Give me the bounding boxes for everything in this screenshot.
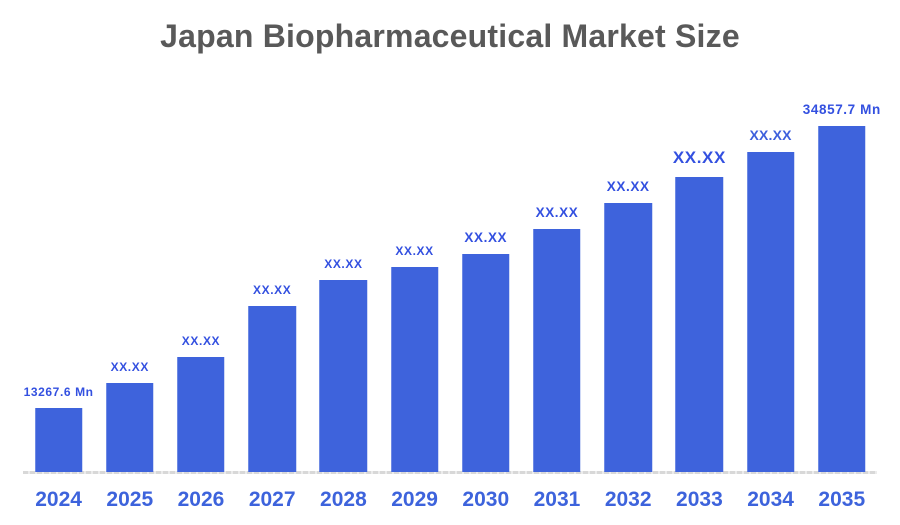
bar-2029 [390, 267, 439, 472]
chart-title: Japan Biopharmaceutical Market Size [160, 18, 740, 54]
x-axis-label-2033: 2033 [676, 488, 723, 511]
bar-2032 [604, 203, 652, 472]
bar-2024 [34, 408, 83, 472]
bar-value-label-2027: XX.XX [253, 283, 292, 297]
bar-column-2031: XX.XX 2031 [521, 90, 592, 511]
x-axis-label-2034: 2034 [747, 488, 794, 511]
bar-column-2035: 34857.7 Mn 2035 [803, 90, 880, 511]
bar-2027 [248, 306, 296, 472]
x-axis-label-2035: 2035 [818, 488, 866, 511]
x-axis-label-2030: 2030 [462, 488, 510, 511]
x-axis-label-2028: 2028 [320, 488, 367, 511]
bar-2026 [177, 357, 225, 472]
bar-2035 [818, 126, 866, 472]
bar-2028 [319, 280, 368, 472]
bar-chart-plot: 13267.6 Mn 2024 XX.XX 2025 XX.XX 2026 XX.XX 202… [23, 90, 880, 511]
x-axis-label-2027: 2027 [248, 488, 296, 511]
bar-value-label-2033: XX.XX [672, 148, 726, 167]
bar-column-2030: XX.XX 2030 [450, 90, 521, 511]
bar-column-2026: XX.XX 2026 [165, 90, 236, 511]
bar-value-label-2035: 34857.7 Mn [802, 102, 881, 117]
bar-2031 [533, 229, 581, 472]
x-axis-line [23, 471, 877, 474]
bar-column-2025: XX.XX 2025 [94, 90, 165, 511]
x-axis-label-2026: 2026 [177, 488, 225, 511]
bar-value-label-2026: XX.XX [181, 334, 221, 348]
bar-column-2032: XX.XX 2032 [593, 90, 664, 511]
bar-column-2028: XX.XX 2028 [308, 90, 379, 511]
x-axis-label-2029: 2029 [391, 488, 438, 511]
bar-column-2027: XX.XX 2027 [237, 90, 308, 511]
bar-value-label-2032: XX.XX [606, 179, 650, 194]
bar-column-2029: XX.XX 2029 [379, 90, 450, 511]
bar-column-2024: 13267.6 Mn 2024 [23, 90, 94, 511]
bar-value-label-2034: XX.XX [749, 127, 792, 143]
bar-value-label-2030: XX.XX [464, 230, 508, 245]
x-axis-label-2025: 2025 [106, 488, 154, 511]
bar-2025 [106, 383, 154, 472]
x-axis-label-2032: 2032 [604, 488, 652, 511]
bar-2033 [675, 177, 724, 472]
bar-2034 [746, 152, 795, 472]
bar-column-2034: XX.XX 2034 [735, 90, 806, 511]
bar-value-label-2028: XX.XX [324, 257, 363, 271]
bar-value-label-2024: 13267.6 Mn [23, 385, 94, 399]
x-axis-label-2031: 2031 [533, 488, 581, 511]
bar-column-2033: XX.XX 2033 [664, 90, 735, 511]
x-axis-label-2024: 2024 [35, 488, 82, 511]
bar-value-label-2031: XX.XX [535, 205, 579, 220]
bar-value-label-2029: XX.XX [395, 244, 434, 258]
bar-2030 [462, 254, 510, 472]
bar-value-label-2025: XX.XX [110, 360, 149, 374]
